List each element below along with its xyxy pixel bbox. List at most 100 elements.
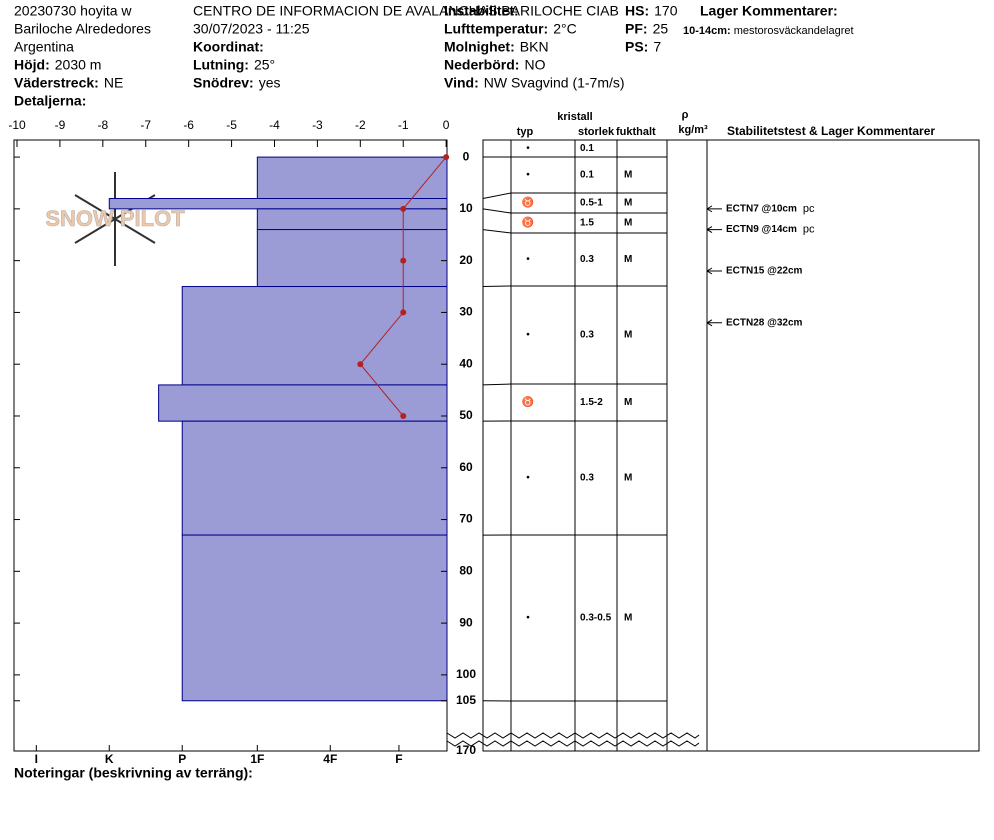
layer (256, 156, 448, 200)
field-label: Molnighet: (444, 39, 515, 55)
header-typ: typ (517, 126, 534, 138)
grain-size: 0.1 (580, 170, 594, 181)
grain-size: 1.5 (580, 218, 594, 229)
moisture: M (624, 473, 632, 484)
y-tick-label: 80 (459, 563, 473, 577)
header-line: CENTRO DE INFORMACION DE AVALANCHAS BARI… (193, 3, 619, 19)
temperature-point (357, 361, 364, 368)
field-value: 7 (653, 39, 661, 55)
grain-size: 0.3 (580, 254, 594, 265)
x-tick-label: -1 (398, 118, 409, 132)
connector (482, 383, 512, 386)
connector (482, 285, 512, 288)
header-line: Bariloche Alrededores (14, 21, 151, 37)
table-frame (482, 139, 980, 752)
test-label: ECTN7 @10cm (726, 204, 797, 215)
x-tick-label: -8 (97, 118, 108, 132)
y-tick-label: 30 (459, 305, 473, 319)
header-storlek: storlek (578, 126, 615, 138)
y-tick-label: 70 (459, 512, 473, 526)
y-break-label: 170 (456, 743, 476, 757)
test-note: pc (803, 203, 815, 215)
field-label: PS: (625, 39, 648, 55)
x-tick-label: -4 (269, 118, 280, 132)
header-line: Argentina (14, 39, 74, 55)
field-label: Instabilitet: (444, 3, 519, 19)
y-tick-label: 50 (459, 408, 473, 422)
temperature-point (400, 412, 407, 419)
temperature-point (400, 257, 407, 264)
grain-type: • (526, 254, 530, 265)
connector (482, 192, 512, 200)
y-tick-label: 90 (459, 615, 473, 629)
test-label: ECTN28 @32cm (726, 317, 803, 328)
header-fukthalt: fukthalt (616, 126, 656, 138)
hardness-label: 4F (323, 752, 337, 766)
header-line: 30/07/2023 - 11:25 (193, 21, 310, 37)
moisture: M (624, 330, 632, 341)
grain-size: 0.3 (580, 330, 594, 341)
field-label: Lutning: (193, 57, 249, 73)
x-tick-label: -2 (355, 118, 366, 132)
connector (482, 229, 512, 234)
comment-label: 10-14cm: (683, 25, 731, 37)
grain-type: ♉ (522, 196, 534, 209)
x-tick-label: -7 (140, 118, 151, 132)
watermark-text: SNOW PILOT (45, 206, 185, 231)
field-label: Snödrev: (193, 75, 254, 91)
moisture: M (624, 254, 632, 265)
y-tick-label: 10 (459, 201, 473, 215)
layer (181, 286, 448, 386)
comments-title: Lager Kommentarer: (700, 3, 838, 19)
grain-type: • (526, 170, 530, 181)
y-tick-label: 40 (459, 356, 473, 370)
test-label: ECTN15 @22cm (726, 266, 803, 277)
x-tick-label: -9 (55, 118, 66, 132)
field-label: Lufttemperatur: (444, 21, 548, 37)
grain-size: 0.5-1 (580, 198, 603, 209)
test-note: pc (803, 223, 815, 235)
hardness-label: F (395, 752, 402, 766)
y-tick-label: 0 (463, 149, 470, 163)
grain-type: • (526, 143, 530, 154)
y-tick-label: 20 (459, 253, 473, 267)
y-tick-label: 60 (459, 460, 473, 474)
moisture: M (624, 218, 632, 229)
grain-type: • (526, 330, 530, 341)
field-label: Höjd: (14, 57, 50, 73)
layer (181, 420, 448, 536)
moisture: M (624, 613, 632, 624)
header-kristall: kristall (557, 111, 592, 123)
field-value: NO (524, 57, 545, 73)
x-tick-label: -10 (8, 118, 26, 132)
connector (482, 208, 512, 214)
moisture: M (624, 397, 632, 408)
y-tick-label: 105 (456, 693, 476, 707)
test-arrow (706, 205, 722, 213)
field-label: Vind: (444, 75, 479, 91)
test-arrow (706, 319, 722, 327)
field-value: BKN (520, 39, 549, 55)
grain-type: • (526, 473, 530, 484)
temperature-line (359, 156, 447, 417)
temperature-point (400, 205, 407, 212)
field-value: yes (259, 75, 281, 91)
field-label: Detaljerna: (14, 93, 86, 109)
field-label: PF: (625, 21, 648, 37)
temperature-point (400, 309, 407, 316)
moisture: M (624, 170, 632, 181)
test-arrow (706, 226, 722, 234)
layer (108, 198, 448, 210)
field-value: 25 (653, 21, 669, 37)
header-density: kg/m³ (678, 124, 708, 136)
grain-type: • (526, 613, 530, 624)
field-value: 2030 m (55, 57, 102, 73)
layer (181, 534, 448, 702)
x-tick-label: 0 (443, 118, 450, 132)
layer (158, 384, 448, 422)
x-tick-label: -6 (183, 118, 194, 132)
test-arrow (706, 267, 722, 275)
field-value: 2°C (553, 21, 577, 37)
